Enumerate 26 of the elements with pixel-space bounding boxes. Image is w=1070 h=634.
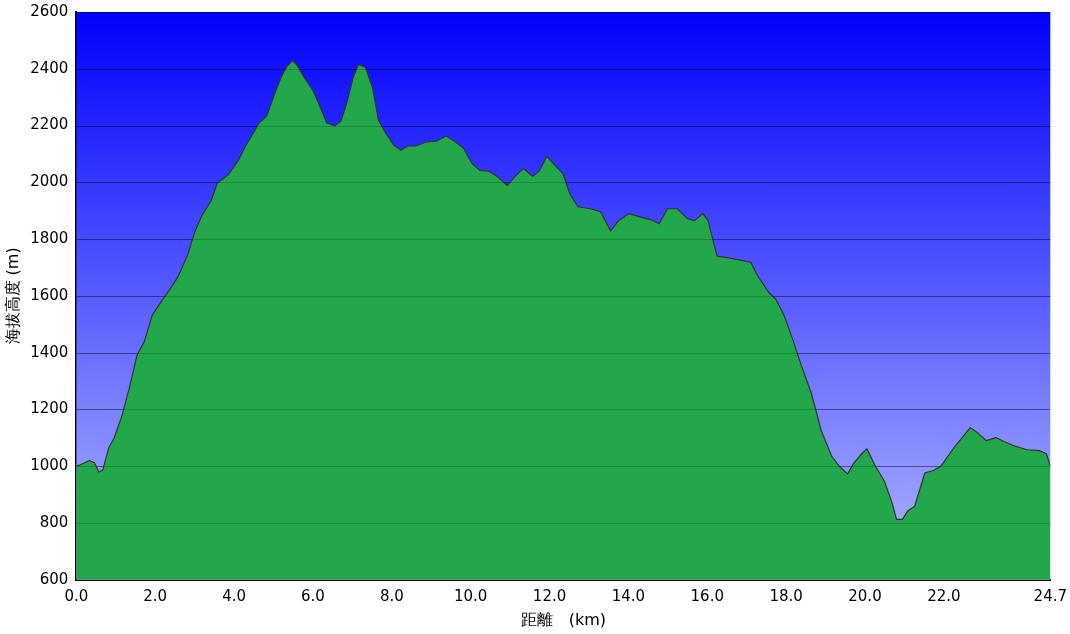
x-tick-label: 20.0 — [848, 586, 882, 605]
x-tick-label: 6.0 — [301, 586, 325, 605]
y-tick-label: 1800 — [30, 229, 69, 248]
x-tick-label: 22.0 — [927, 586, 961, 605]
y-tick-label: 1600 — [30, 285, 69, 304]
y-axis-title: 海拔高度 (m) — [2, 247, 22, 345]
x-axis-title: 距離 (km) — [520, 609, 607, 629]
x-tick-label: 2.0 — [143, 586, 168, 605]
y-tick-label: 1200 — [30, 399, 69, 418]
y-tick-label: 2600 — [30, 1, 69, 20]
y-tick-label: 2000 — [30, 172, 69, 191]
x-tick-label: 24.7 — [1033, 586, 1067, 605]
y-tick-label: 800 — [39, 512, 69, 531]
x-tick-label: 14.0 — [611, 586, 646, 605]
x-tick-label: 18.0 — [769, 586, 803, 605]
x-tick-label: 8.0 — [379, 586, 404, 605]
x-tick-label: 0.0 — [64, 586, 89, 605]
x-tick-label: 4.0 — [222, 586, 247, 605]
y-tick-label: 2400 — [30, 58, 69, 77]
y-tick-label: 2200 — [30, 115, 69, 134]
x-tick-label: 10.0 — [453, 586, 488, 605]
y-tick-label: 600 — [39, 569, 69, 588]
y-tick-label: 1000 — [30, 456, 69, 475]
y-tick-label: 1400 — [30, 342, 69, 361]
x-tick-label: 16.0 — [690, 586, 724, 605]
x-tick-label: 12.0 — [532, 586, 567, 605]
